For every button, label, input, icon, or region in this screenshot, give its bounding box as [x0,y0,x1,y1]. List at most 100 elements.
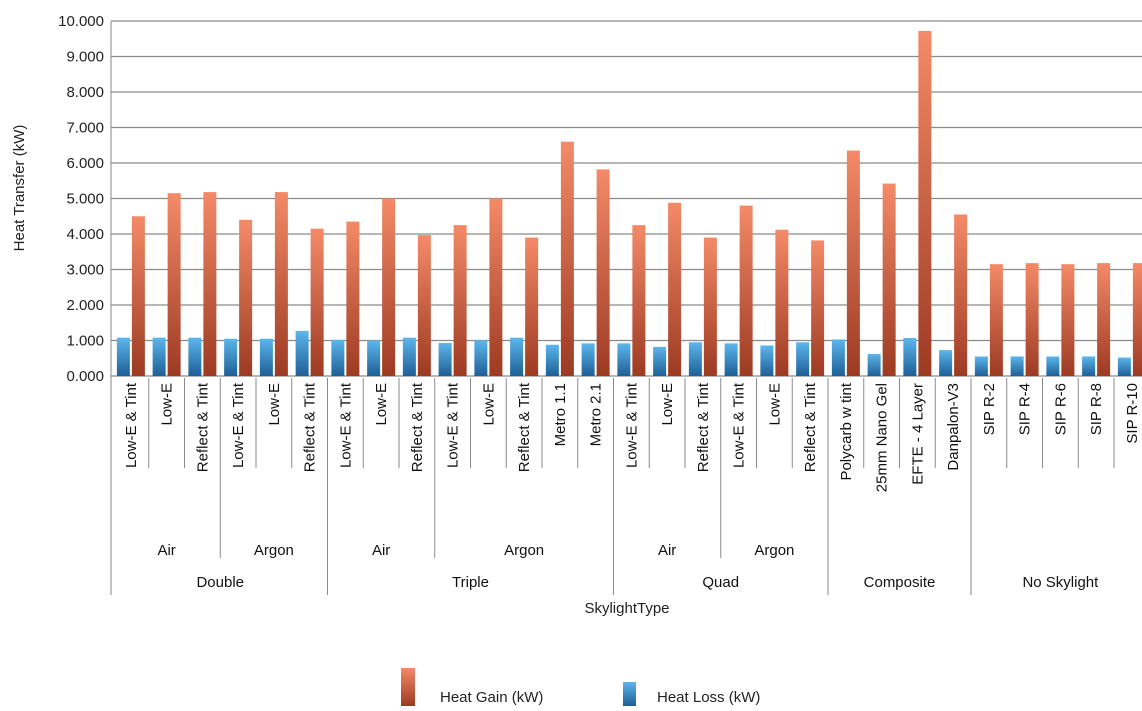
x-category-label: Metro 2.1 [588,383,605,446]
heat-loss-bar [116,337,130,376]
heat-loss-bar [402,337,416,376]
x-axis-category-labels: Low-E & Tint Low-E Reflect & Tint Low-E & T… [123,382,1141,492]
type-group-label: Composite [864,574,936,591]
heat-gain-bar [1061,264,1075,376]
x-category-label: SIP R-2 [981,383,998,435]
heat-loss-bar [295,330,309,376]
y-tick-label: 0.000 [66,368,104,385]
gas-group-label: Air [157,542,175,559]
x-category-label: SIP R-4 [1017,383,1034,435]
x-category-label: Reflect & Tint [695,382,712,472]
heat-gain-bar [1025,263,1039,376]
heat-loss-bar [152,337,166,376]
x-category-label: Reflect & Tint [302,382,319,472]
heat-gain-bar [346,221,360,376]
heat-gain-bar [167,193,181,376]
heat-gain-bar [1132,263,1142,376]
heat-loss-bar [831,339,845,376]
x-category-label: Metro 1.1 [552,383,569,446]
x-category-label: Low-E [266,383,283,426]
bars [116,30,1142,376]
heat-loss-bar [438,342,452,376]
x-category-label: Low-E [159,383,176,426]
x-category-label: Polycarb w tint [838,382,855,480]
heat-loss-bar [1046,356,1060,376]
heat-gain-bar [131,216,145,376]
y-tick-label: 4.000 [66,226,104,243]
legend-swatch-heat-gain [401,668,415,706]
gas-group-label: Argon [504,542,544,559]
x-category-label: Low-E [480,383,497,426]
y-tick-label: 5.000 [66,191,104,208]
heat-loss-bar [796,342,810,376]
x-category-label: Reflect & Tint [194,382,211,472]
heat-gain-bar [882,183,896,376]
heat-gain-bar [239,219,253,376]
heat-loss-bar [617,343,631,376]
heat-gain-bar [775,229,789,376]
x-category-label: Reflect & Tint [802,382,819,472]
heat-loss-bar [331,339,345,376]
heat-gain-bar [632,225,646,376]
heat-loss-bar [867,353,881,376]
heat-gain-bar [560,141,574,376]
x-category-label: Low-E & Tint [731,382,748,468]
gas-group-label: Air [372,542,390,559]
heat-gain-bar [203,192,217,376]
legend-label-heat-loss: Heat Loss (kW) [657,689,760,706]
heat-loss-bar [188,337,202,376]
gas-group-label: Argon [754,542,794,559]
x-category-label: EFTE - 4 Layer [909,383,926,485]
legend-label-heat-gain: Heat Gain (kW) [440,689,543,706]
x-axis-group-labels: Air Argon Air Argon Air Argon Double Triple Quad… [157,542,1099,591]
y-axis-title: Heat Transfer (kW) [11,125,28,252]
y-tick-label: 9.000 [66,49,104,66]
y-tick-label: 1.000 [66,333,104,350]
y-tick-label: 8.000 [66,84,104,101]
gas-group-label: Air [658,542,676,559]
heat-gain-bar [453,225,467,376]
heat-loss-bar [653,346,667,376]
x-category-label: Low-E & Tint [123,382,140,468]
heat-loss-bar [760,345,774,376]
gridlines [110,20,1142,595]
gas-group-label: Argon [254,542,294,559]
legend-swatch-heat-loss [623,682,636,706]
heat-loss-bar [1082,356,1096,376]
heat-gain-bar [274,192,288,376]
heat-gain-bar [525,237,539,376]
x-category-label: Low-E & Tint [623,382,640,468]
heat-loss-bar [224,338,238,376]
heat-loss-bar [939,350,953,376]
heat-gain-bar [846,150,860,376]
x-category-label: Low-E [373,383,390,426]
heat-gain-bar [1097,263,1111,376]
y-axis-tick-labels: 0.000 1.000 2.000 3.000 4.000 5.000 6.000 7.000… [58,13,104,385]
x-category-label: Danpalon-V3 [945,383,962,471]
type-group-label: No Skylight [1022,574,1099,591]
type-group-label: Triple [452,574,489,591]
heat-gain-bar [668,202,682,376]
heat-gain-bar [417,235,431,376]
heat-loss-bar [1117,357,1131,376]
heat-loss-bar [581,343,595,376]
type-group-label: Quad [702,574,739,591]
heat-gain-bar [954,214,968,376]
heat-loss-bar [903,338,917,376]
x-category-label: Low-E [766,383,783,426]
heat-loss-bar [474,340,488,376]
x-axis-group-separators [148,378,1115,595]
heat-loss-bar [688,342,702,376]
heat-loss-bar [724,343,738,376]
x-category-label: Low-E & Tint [337,382,354,468]
x-category-label: Reflect & Tint [516,382,533,472]
heat-loss-bar [367,340,381,376]
heat-gain-bar [989,264,1003,376]
heat-gain-bar [382,198,396,376]
x-category-label: Low-E & Tint [230,382,247,468]
legend: Heat Gain (kW) Heat Loss (kW) [401,668,760,706]
heat-gain-bar [739,205,753,376]
heat-gain-bar [596,169,610,376]
x-category-label: SIP R-8 [1088,383,1105,435]
